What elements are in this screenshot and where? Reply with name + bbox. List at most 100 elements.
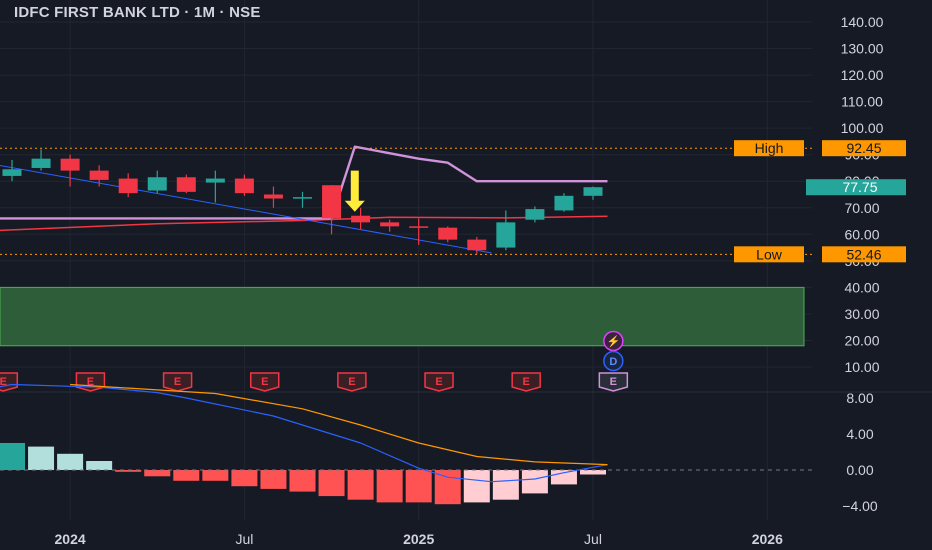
earnings-marker[interactable]: E (0, 372, 19, 392)
last-price-value: 77.75 (842, 179, 877, 195)
price-tick-label: 30.00 (844, 306, 879, 322)
time-tick-label: Jul (235, 531, 253, 547)
candle[interactable] (31, 149, 51, 171)
candle-body (263, 194, 283, 199)
candle-body (89, 170, 109, 180)
candle[interactable] (554, 193, 574, 212)
indicator-lines (0, 145, 608, 254)
candle[interactable] (263, 186, 283, 208)
event-circle (603, 350, 624, 372)
level-lines (0, 147, 812, 255)
candle-body (205, 178, 225, 183)
price-tick-label: 10.00 (844, 359, 879, 375)
earnings-marker[interactable]: E (75, 372, 106, 392)
histogram-bar (318, 470, 345, 497)
level-name-box (734, 246, 804, 263)
candle[interactable] (293, 191, 312, 208)
level-name: High (755, 140, 784, 156)
candle[interactable] (380, 219, 400, 232)
earnings-marker[interactable]: E (598, 372, 629, 392)
histogram-bar (115, 470, 142, 472)
earnings-marker[interactable]: E (162, 372, 193, 392)
histogram-bar (492, 470, 519, 500)
candle[interactable] (322, 185, 342, 235)
candle[interactable] (118, 173, 138, 198)
price-tick-label: 100.00 (841, 120, 884, 136)
candle-body (525, 209, 545, 220)
earnings-marker[interactable]: E (337, 372, 367, 392)
level-name: Low (756, 246, 783, 262)
candle[interactable] (147, 170, 167, 194)
last-price-label: 77.75 (806, 179, 906, 196)
candle[interactable] (234, 174, 254, 196)
oscillator-pane[interactable] (0, 383, 812, 505)
earnings-label: E (610, 376, 617, 388)
price-axis[interactable]: 140.00130.00120.00110.00100.0090.0080.00… (841, 14, 884, 514)
earnings-label: E (87, 376, 94, 388)
histogram-bar (405, 470, 432, 503)
candle[interactable] (496, 210, 516, 251)
candles[interactable] (2, 149, 603, 255)
candle-body (234, 178, 254, 194)
earnings-marker[interactable]: E (511, 372, 541, 392)
histogram-bar (231, 470, 258, 487)
price-tick-label: 140.00 (841, 14, 884, 30)
oscillator-tick-label: 0.00 (846, 462, 873, 478)
price-tick-label: 70.00 (844, 200, 879, 216)
oscillator-tick-label: 4.00 (846, 426, 873, 442)
candle-body (554, 195, 574, 211)
oscillator-tick-label: 8.00 (846, 390, 873, 406)
candle-body (409, 226, 429, 228)
time-tick-label: 2024 (55, 531, 86, 547)
candle[interactable] (467, 236, 487, 255)
candle-body (583, 187, 603, 196)
candle-body (496, 222, 516, 248)
level-label-high: High 92.45 (734, 140, 906, 157)
candle-body (380, 222, 400, 227)
level-label-low: Low 52.46 (734, 246, 906, 263)
histogram-bar (434, 470, 461, 505)
level-value-box (822, 246, 906, 263)
candle[interactable] (525, 206, 545, 223)
candle[interactable] (583, 186, 603, 200)
histogram-bar (347, 470, 374, 500)
histogram-bar (173, 470, 200, 481)
candle[interactable] (438, 226, 458, 243)
earnings-marker[interactable]: E (424, 372, 454, 392)
price-tick-label: 120.00 (841, 67, 884, 83)
earnings-marker[interactable]: E (249, 372, 280, 392)
histogram-bar (28, 446, 55, 470)
candle[interactable] (2, 160, 22, 182)
dividend-icon[interactable]: D (603, 350, 624, 372)
time-axis[interactable]: 2024 Jul 2025 Jul 2026 (55, 531, 784, 547)
support-zone-rect (0, 286, 805, 347)
level-value-box (822, 140, 906, 157)
arrow-head (344, 200, 365, 212)
trendline (0, 164, 492, 254)
candle-body (118, 178, 138, 194)
event-label: ⚡ (606, 335, 620, 348)
price-tick-label: 130.00 (841, 41, 884, 57)
candle[interactable] (60, 154, 80, 187)
candle-body (176, 177, 196, 192)
candle-body (467, 239, 487, 251)
candle[interactable] (205, 170, 225, 203)
macd-line (0, 383, 608, 483)
candle[interactable] (409, 218, 429, 245)
down-arrow (344, 170, 365, 212)
earnings-label: E (435, 376, 442, 388)
oscillator-tick-label: −4.00 (842, 498, 878, 514)
histogram-bar (289, 470, 316, 492)
earnings-label: E (174, 376, 181, 388)
arrow-shaft (350, 170, 359, 202)
earnings-badge (162, 372, 193, 392)
lightning-icon[interactable]: ⚡ (603, 330, 624, 352)
candle[interactable] (351, 207, 371, 229)
price-labels: High 92.45 Low 52.46 77.75 (734, 140, 906, 263)
candle-body (438, 227, 458, 240)
moving-average-lavender (0, 145, 608, 220)
candle[interactable] (176, 174, 196, 194)
earnings-label: E (261, 376, 268, 388)
candle[interactable] (89, 165, 109, 187)
